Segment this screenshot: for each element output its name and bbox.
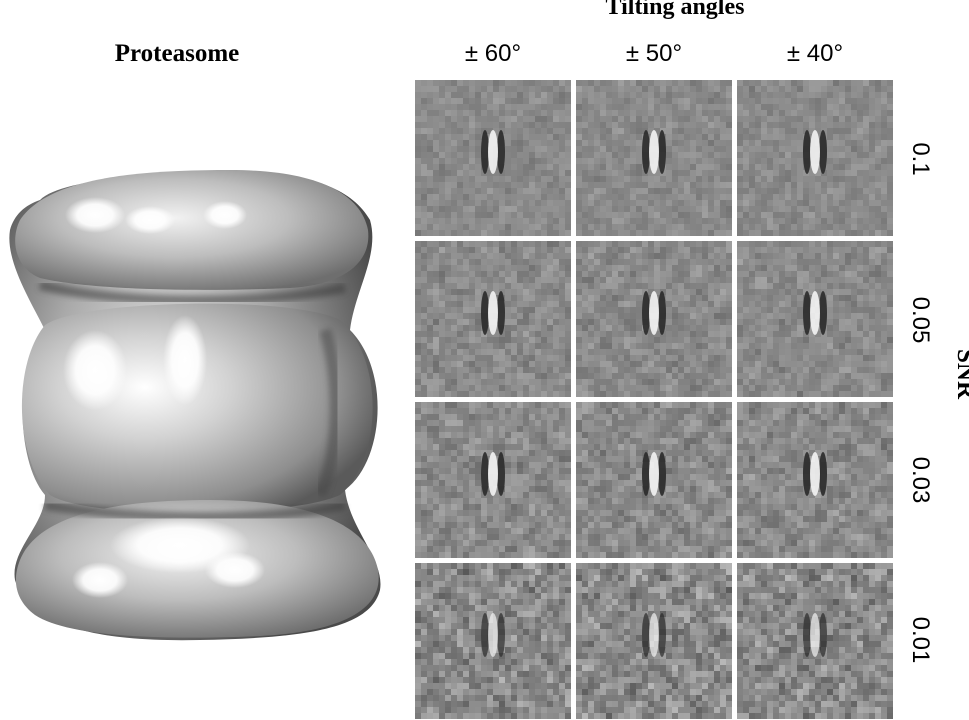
row-label-snr-0.05: 0.05	[907, 296, 934, 344]
grid-title: Tilting angles	[605, 0, 745, 20]
column-label-50: ± 50°	[625, 40, 683, 67]
snr-axis-label: SNR	[952, 348, 969, 399]
tile-snr-0.03-angle-40	[737, 402, 893, 558]
tile-snr-0.1-angle-40	[737, 80, 893, 236]
row-label-snr-0.03: 0.03	[907, 456, 934, 504]
row-label-snr-0.1: 0.1	[907, 142, 934, 176]
tile-snr-0.05-angle-50	[576, 241, 732, 397]
model-title: Proteasome	[114, 40, 240, 67]
proteasome-render	[9, 170, 381, 641]
tile-snr-0.1-angle-60	[415, 80, 571, 236]
tile-snr-0.05-angle-60	[415, 241, 571, 397]
column-label-40: ± 40°	[786, 40, 844, 67]
tile-snr-0.01-angle-60	[415, 563, 571, 719]
tile-snr-0.01-angle-40	[737, 563, 893, 719]
tile-snr-0.03-angle-50	[576, 402, 732, 558]
tile-snr-0.03-angle-60	[415, 402, 571, 558]
column-label-60: ± 60°	[464, 40, 522, 67]
row-label-snr-0.01: 0.01	[907, 616, 934, 664]
tile-snr-0.01-angle-50	[576, 563, 732, 719]
tile-snr-0.1-angle-50	[576, 80, 732, 236]
tile-snr-0.05-angle-40	[737, 241, 893, 397]
